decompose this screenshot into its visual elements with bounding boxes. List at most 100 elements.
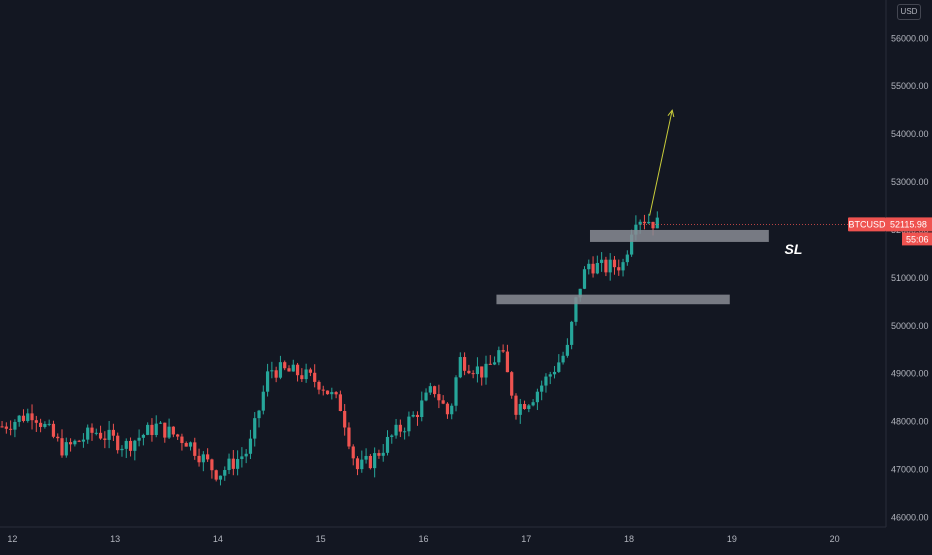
candle-body (64, 442, 68, 456)
candle-body (647, 221, 651, 224)
candle-body (188, 442, 193, 447)
candle-body (308, 369, 313, 373)
candle-body (261, 391, 265, 411)
candle-body (265, 371, 270, 392)
candle-body (141, 434, 145, 438)
candle-body (111, 429, 116, 436)
candle-body (9, 428, 13, 430)
candle-body (484, 363, 488, 378)
candle-body (437, 394, 441, 401)
candle-body (522, 404, 527, 409)
candle-body (330, 392, 334, 395)
candle-body (146, 424, 150, 435)
candle-body (570, 321, 574, 345)
candle-body (565, 344, 569, 356)
candle-body (527, 405, 531, 409)
candle-body (103, 438, 107, 440)
candle-body (488, 363, 492, 365)
candle-body (56, 436, 60, 439)
candle-body (227, 458, 231, 471)
candle-body (116, 435, 120, 451)
price-axis-panel (886, 0, 932, 550)
y-tick-label: 56000.00 (891, 33, 929, 43)
y-tick-label: 55000.00 (891, 81, 929, 91)
candle-body (274, 370, 278, 378)
candle-body (171, 426, 175, 435)
candle-body (223, 470, 227, 476)
candle-body (291, 364, 295, 372)
candle-body (651, 221, 655, 229)
candle-body (34, 420, 38, 423)
candle-body (441, 400, 445, 404)
candle-body (300, 375, 304, 380)
candle-body (270, 370, 274, 372)
candle-body (638, 221, 642, 225)
candle-body (373, 453, 377, 469)
candle-body (334, 392, 338, 395)
symbol-label: BTCUSD (848, 219, 886, 229)
candle-body (505, 351, 510, 373)
countdown-label: 55:06 (906, 234, 929, 244)
zone-rect-1 (496, 294, 730, 305)
zones-layer (496, 229, 769, 305)
target-arrow-line (649, 110, 673, 216)
candle-body (214, 470, 218, 480)
candle-body (587, 263, 591, 270)
candle-body (68, 442, 73, 445)
candle-body (287, 368, 291, 372)
candle-body (492, 362, 497, 365)
candle-body (244, 453, 248, 457)
candle-body (480, 366, 484, 378)
candle-body (535, 391, 539, 403)
candle-body (364, 455, 368, 460)
candle-body (137, 437, 141, 441)
candle-body (458, 357, 462, 378)
candle-body (94, 432, 98, 434)
candle-body (582, 269, 587, 289)
candle-body (98, 432, 103, 439)
candle-body (81, 439, 86, 442)
candle-body (630, 234, 634, 255)
candle-body (433, 386, 437, 395)
currency-badge[interactable]: USD (897, 4, 921, 20)
candle-body (240, 456, 244, 460)
time-axis-panel (0, 527, 932, 550)
y-tick-label: 47000.00 (891, 465, 929, 475)
candle-body (557, 362, 561, 372)
candle-body (236, 459, 240, 469)
x-tick-label: 15 (316, 534, 326, 544)
candle-body (77, 440, 81, 442)
candle-body (163, 422, 167, 438)
candle-body (60, 438, 64, 456)
candle-body (248, 438, 253, 454)
candle-body (343, 411, 347, 428)
y-tick-label: 48000.00 (891, 417, 929, 427)
candle-body (325, 390, 330, 395)
candle-body (278, 362, 283, 378)
candle-body (552, 371, 557, 375)
candle-body (591, 263, 595, 274)
candle-body (167, 426, 171, 438)
candle-body (304, 369, 308, 380)
y-tick-label: 54000.00 (891, 129, 929, 139)
candle-body (17, 415, 21, 422)
candle-body (544, 376, 548, 386)
x-tick-label: 12 (7, 534, 17, 544)
candle-body (497, 350, 501, 363)
candle-body (531, 402, 535, 406)
x-tick-label: 13 (110, 534, 120, 544)
candle-body (150, 424, 154, 436)
candle-body (158, 422, 163, 424)
candle-body (642, 221, 647, 224)
candle-body (608, 259, 612, 273)
x-tick-label: 18 (624, 534, 634, 544)
target-arrow-head (667, 109, 675, 118)
candle-body (210, 459, 214, 471)
candle-body (501, 350, 505, 352)
candle-body (574, 297, 578, 322)
y-tick-label: 53000.00 (891, 177, 929, 187)
x-tick-label: 20 (830, 534, 840, 544)
candle-body (355, 458, 360, 470)
